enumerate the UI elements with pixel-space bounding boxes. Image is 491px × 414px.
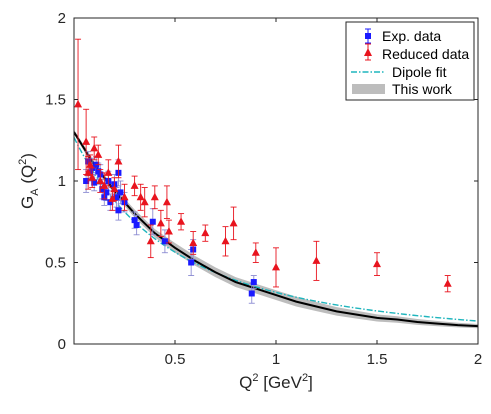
reduced-data-point [373,259,381,268]
legend-item-reduced-data: Reduced data [364,43,469,62]
reduced-data-point [130,181,139,189]
x-axis-label-sup2: 2 [302,372,308,384]
reduced-data-point [162,197,171,206]
y-axis-label-open: (Q [18,165,37,189]
y-tick-label: 0.5 [45,255,66,272]
exp-data-point [115,207,122,214]
x-tick-label: 0.5 [165,351,186,368]
reduced-data-point [86,160,95,168]
reduced-data-point [88,173,97,181]
exp-data-point [103,189,110,196]
reduced-data-point [150,192,159,201]
x-axis-label-base: Q [239,373,252,392]
legend-item-dipole-fit: Dipole fit [351,64,447,80]
exp-data-point [161,238,168,245]
legend-reduced-marker [364,48,372,56]
reduced-data-point [74,99,83,108]
legend-band-swatch [352,84,385,94]
legend-item-exp-data: Exp. data [365,28,441,44]
reduced-data-point [108,194,117,202]
exp-data-point [133,222,140,229]
y-tick-label: 2 [58,10,66,27]
x-axis-label-rest: [GeV [259,373,303,392]
x-axis-label-sup: 2 [252,372,258,384]
reduced-data-point [104,168,113,176]
exp-data-point [131,217,138,224]
reduced-data-point [140,197,149,206]
exp-data-point [248,290,255,297]
reduced-data-point [136,192,145,201]
reduced-data-point [251,248,260,256]
exp-data-point [149,218,156,225]
y-axis-label: GA (Q2) [17,153,41,209]
reduced-data-point [120,192,129,201]
legend-label-reduced-data: Reduced data [382,46,469,62]
legend-label-exp-data: Exp. data [382,28,441,44]
reduced-data-point [443,279,452,287]
x-axis-label-end: ] [308,373,313,392]
reduced-data-point [114,156,123,165]
x-tick-label: 2 [474,351,482,368]
exp-data-point [188,259,195,266]
reduced-data-point [312,256,321,264]
reduced-data-point [189,238,198,246]
reduced-data-point [82,137,91,145]
exp-data-point [107,199,114,206]
legend-label-this-work: This work [392,81,453,97]
reduced-data-point [110,184,119,193]
exp-data-point [95,168,102,175]
x-axis-label: Q2 [GeV2] [239,372,313,392]
reduced-data-point [221,236,230,245]
y-axis-label-sub: A [29,188,41,196]
axis-ticks: 0.5 1 1.5 2 0 0.5 1 1.5 2 [45,10,482,368]
x-tick-label: 1 [272,351,280,368]
legend-label-dipole-fit: Dipole fit [392,64,447,80]
exp-data-point [113,194,120,201]
legend-exp-marker [365,33,371,39]
exp-data-point [117,189,124,196]
exp-data-point [83,178,90,184]
x-tick-label: 1.5 [367,351,388,368]
legend: Exp. data Reduced data Dipole fit This w… [345,21,475,101]
reduced-data-point [156,218,165,227]
reduced-data-point [272,262,280,271]
reduced-data-point [177,217,186,225]
y-axis-label-close: ) [18,153,37,159]
y-tick-label: 1 [58,173,66,190]
this-work-line [74,131,478,328]
y-axis-label-base: G [18,196,37,209]
reduced-data-point [100,181,109,189]
y-tick-label: 0 [58,336,66,353]
reduced-data-point [229,218,238,227]
reduced-data-point [94,150,103,158]
exp-data-point [99,186,106,193]
exp-data-point [91,179,98,186]
legend-item-this-work: This work [352,81,453,97]
reduced-data-point [84,168,93,176]
reduced-data-point [96,176,105,184]
plot-area [74,38,478,329]
reduced-data-point [201,228,210,237]
reduced-data-point [146,236,155,245]
reduced-data-point [90,143,99,152]
y-axis-label-sup: 2 [17,159,29,165]
y-tick-label: 1.5 [45,92,66,109]
exp-data-point [250,279,257,286]
reduced-data-point [164,227,173,235]
